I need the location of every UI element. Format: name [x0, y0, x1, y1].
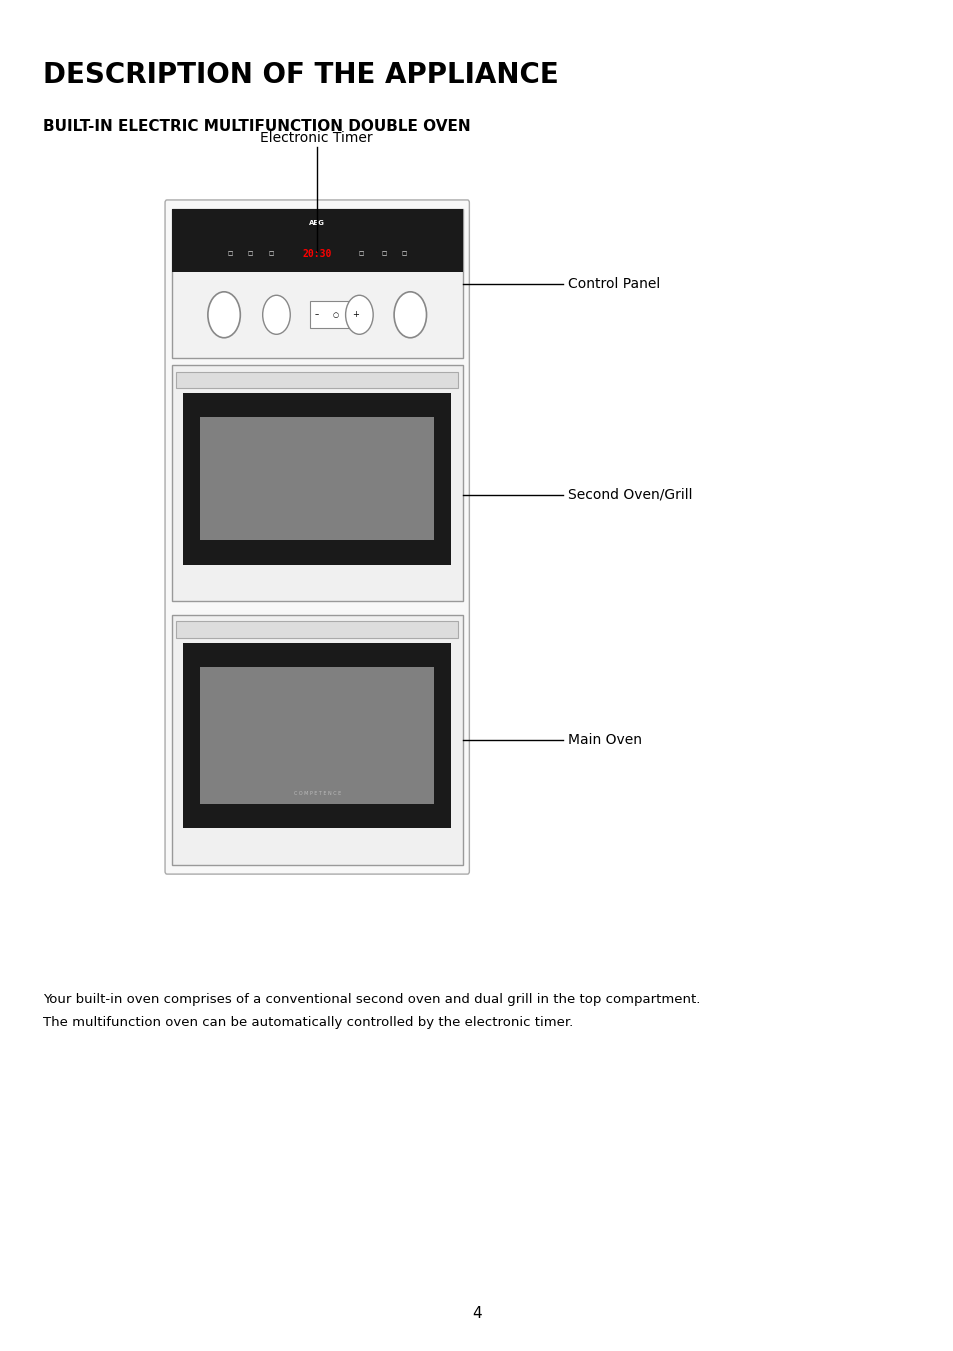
Text: ○: ○: [333, 312, 339, 317]
Bar: [200, 417, 434, 540]
Text: □: □: [357, 251, 363, 257]
Text: □: □: [248, 251, 253, 257]
Bar: [200, 667, 434, 804]
Text: Second Oven/Grill: Second Oven/Grill: [567, 488, 692, 501]
Text: □: □: [268, 251, 273, 257]
Text: DESCRIPTION OF THE APPLIANCE: DESCRIPTION OF THE APPLIANCE: [43, 61, 558, 89]
Text: Your built-in oven comprises of a conventional second oven and dual grill in the: Your built-in oven comprises of a conven…: [43, 993, 700, 1006]
Bar: [172, 615, 462, 865]
Text: Main Oven: Main Oven: [567, 732, 641, 747]
Text: –: –: [314, 311, 318, 319]
Text: □: □: [227, 251, 233, 257]
Bar: [172, 236, 462, 272]
Bar: [172, 209, 462, 236]
Text: Electronic Timer: Electronic Timer: [260, 131, 373, 145]
Text: The multifunction oven can be automatically controlled by the electronic timer.: The multifunction oven can be automatica…: [43, 1016, 573, 1029]
Text: Control Panel: Control Panel: [567, 277, 659, 290]
Bar: [172, 209, 462, 358]
Circle shape: [345, 296, 373, 334]
Circle shape: [262, 296, 290, 334]
Text: 20:30: 20:30: [302, 249, 332, 259]
Text: +: +: [352, 311, 358, 319]
Text: □: □: [381, 251, 386, 257]
Bar: [172, 365, 462, 601]
Bar: [310, 301, 362, 328]
Bar: [183, 643, 451, 828]
Text: AEG: AEG: [309, 220, 325, 226]
Circle shape: [394, 292, 426, 338]
FancyBboxPatch shape: [165, 200, 469, 874]
Circle shape: [208, 292, 240, 338]
Bar: [176, 372, 457, 388]
Bar: [176, 621, 457, 638]
Text: 4: 4: [472, 1306, 481, 1321]
Text: BUILT-IN ELECTRIC MULTIFUNCTION DOUBLE OVEN: BUILT-IN ELECTRIC MULTIFUNCTION DOUBLE O…: [43, 119, 470, 134]
Text: C O M P E T E N C E: C O M P E T E N C E: [294, 790, 340, 796]
Text: □: □: [401, 251, 407, 257]
Bar: [183, 393, 451, 565]
